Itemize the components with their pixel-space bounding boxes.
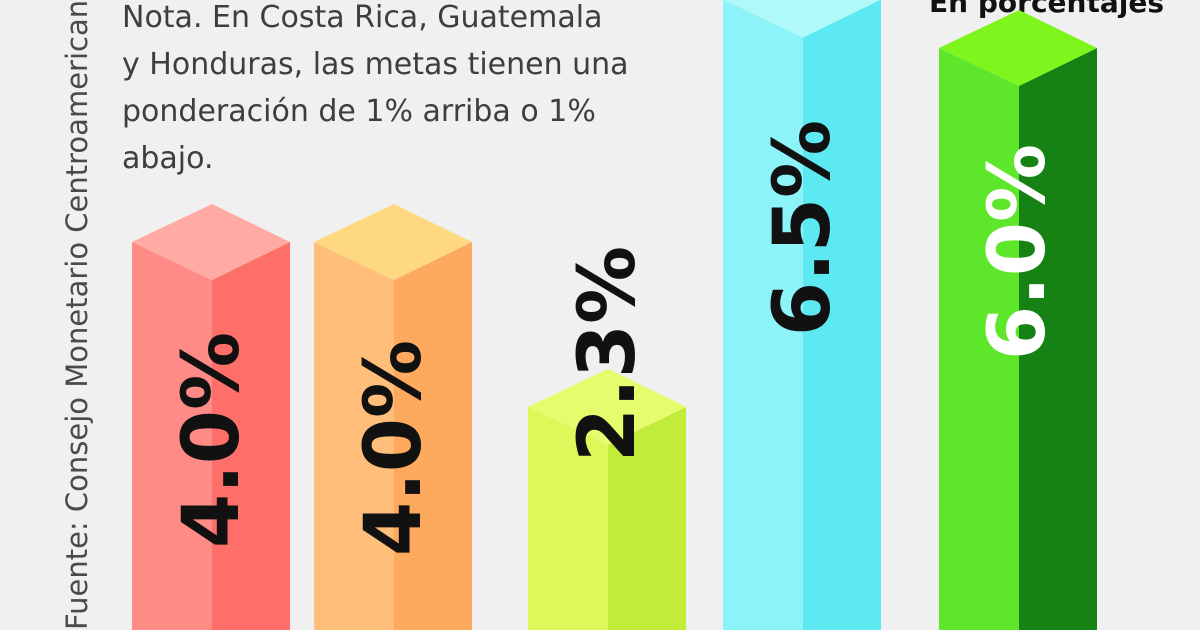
bar-4 [723, 0, 881, 630]
bar-side-face [212, 242, 290, 630]
note-text: Nota. En Costa Rica, Guatemala y Hondura… [122, 0, 629, 176]
bar-top-face [132, 204, 290, 280]
bar-top-face [314, 204, 472, 280]
bar-value-label: 4.0% [167, 332, 257, 548]
bar-1 [132, 204, 290, 630]
bar-top-face [939, 10, 1097, 86]
bar-front-face [528, 406, 608, 630]
unit-label: En porcentajes [929, 0, 1164, 19]
bar-front-face [939, 48, 1019, 630]
bar-front-face [132, 242, 212, 630]
bar-front-face [723, 0, 803, 630]
bar-side-face [803, 0, 881, 630]
bar-front-face [314, 242, 394, 630]
bar-value-label: 6.5% [758, 120, 848, 336]
bar-side-face [608, 406, 686, 630]
bar-3 [528, 368, 686, 630]
bar-value-label: 2.3% [563, 246, 653, 462]
bar-value-label: 4.0% [349, 340, 439, 556]
bar-top-face [724, 0, 880, 38]
bar-5 [939, 10, 1097, 630]
bar-side-face [394, 242, 472, 630]
bar-side-face [1019, 48, 1097, 630]
bar-value-label: 6.0% [973, 144, 1063, 360]
bar-2 [314, 204, 472, 630]
bar-top-face [528, 368, 686, 445]
